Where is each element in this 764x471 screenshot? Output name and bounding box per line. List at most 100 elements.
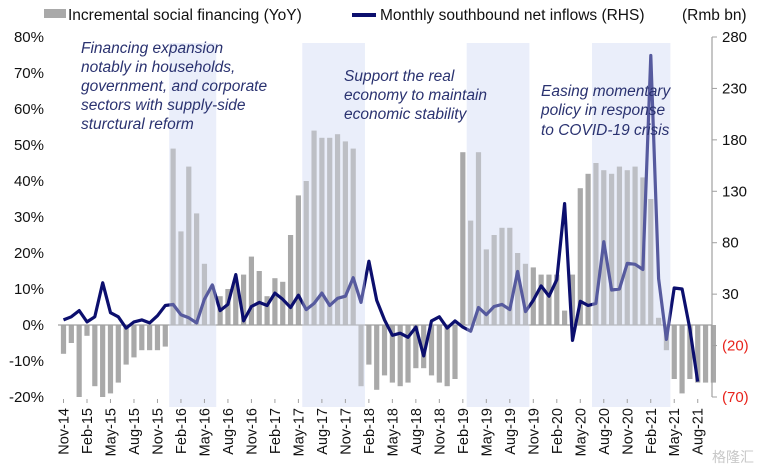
bar (334, 134, 341, 325)
x-tick-label: May-18 (385, 408, 401, 456)
bar (468, 220, 474, 325)
bar (68, 325, 74, 343)
bar (154, 325, 161, 351)
right-tick-label: 130 (722, 183, 747, 200)
x-tick-label: Aug-16 (221, 408, 237, 455)
bar (139, 325, 145, 351)
axes (58, 37, 713, 397)
right-tick-label: 80 (722, 235, 739, 252)
bar (421, 325, 427, 369)
bar (319, 137, 325, 325)
watermark: 格隆汇 (712, 449, 754, 465)
x-tick-label: Nov-19 (526, 408, 542, 455)
bar (624, 170, 630, 325)
x-tick-label: Nov-18 (432, 408, 448, 455)
bar (287, 235, 294, 325)
bar (76, 325, 82, 397)
bar (702, 325, 709, 383)
left-tick-label: 40% (14, 173, 44, 190)
x-tick-label: May-17 (291, 408, 307, 456)
x-tick-label: Aug-17 (315, 408, 331, 455)
bar (413, 325, 419, 369)
x-tick-label: Nov-17 (338, 408, 354, 455)
bar (178, 231, 184, 325)
bar (569, 274, 576, 325)
bar (264, 296, 270, 325)
bar (350, 148, 356, 325)
bar (397, 325, 403, 387)
bar (522, 263, 529, 325)
bar (679, 325, 685, 394)
x-tick-label: Feb-18 (362, 408, 378, 454)
x-tick-label: Feb-19 (456, 408, 472, 454)
x-tick-label: Nov-15 (150, 408, 166, 455)
bar (554, 274, 560, 325)
bar (381, 325, 388, 376)
bar (327, 137, 333, 325)
x-tick-label: Feb-20 (550, 408, 566, 454)
bar (162, 325, 168, 347)
right-tick-label: (20) (722, 338, 749, 355)
bar (131, 325, 137, 358)
x-tick-label: Feb-15 (80, 408, 96, 454)
left-tick-label: 20% (14, 245, 44, 262)
right-tick-label: 230 (722, 80, 747, 97)
bar (428, 325, 435, 376)
right-axis-ticks: 280 230 180 130 80 30 (20) (70) (712, 29, 749, 406)
bar (436, 325, 442, 383)
shade-overlay-3 (592, 43, 671, 407)
bar (311, 130, 317, 325)
bar (562, 310, 568, 325)
legend-bar-label: Incremental social financing (YoY) (68, 7, 302, 24)
x-tick-label: Feb-21 (644, 408, 660, 454)
bar (170, 148, 176, 325)
left-tick-label: -20% (9, 389, 44, 406)
x-tick-label: Feb-17 (268, 408, 284, 454)
bar (546, 274, 552, 325)
shade-overlay-1 (302, 43, 365, 407)
shaded-period-0 (169, 43, 217, 407)
right-tick-label: 280 (722, 29, 747, 46)
line-series-path (62, 53, 700, 382)
right-tick-label: 180 (722, 132, 747, 149)
bar (710, 325, 716, 383)
bar (695, 325, 701, 383)
x-tick-label: Aug-18 (409, 408, 425, 455)
left-tick-label: 70% (14, 65, 44, 82)
legend: Incremental social financing (YoY) Month… (44, 7, 747, 24)
x-tick-label: Aug-15 (127, 408, 143, 455)
bar (225, 289, 231, 325)
bar (405, 325, 411, 383)
left-tick-label: 50% (14, 137, 44, 154)
shade-overlay-0 (169, 43, 217, 407)
bar (515, 253, 521, 325)
bar (538, 274, 544, 325)
bar (100, 325, 106, 397)
bar (248, 256, 255, 325)
annotation-supply-side: Financing expansion notably in household… (81, 40, 271, 133)
left-tick-label: 0% (22, 317, 44, 334)
bar (60, 325, 67, 354)
line-series (62, 43, 700, 407)
bar (107, 325, 114, 394)
x-axis-ticks: Nov-14 Feb-15 May-15 Aug-15 Nov-15 Feb-16 May-… (57, 399, 707, 456)
bar (577, 188, 583, 325)
right-tick-label: (70) (722, 389, 749, 406)
bar (687, 325, 693, 379)
bar (358, 325, 364, 387)
x-tick-label: Aug-20 (597, 408, 613, 455)
bar (201, 263, 208, 325)
shade-overlay-2 (466, 43, 530, 407)
bar (632, 166, 638, 325)
left-tick-label: 10% (14, 281, 44, 298)
bar (366, 325, 372, 365)
bar (671, 325, 677, 379)
x-tick-label: May-21 (667, 408, 683, 456)
bar (84, 325, 90, 336)
bar (194, 213, 200, 325)
bar (655, 317, 662, 325)
bar (147, 325, 153, 351)
x-tick-label: May-20 (573, 408, 589, 456)
x-tick-label: Nov-16 (244, 408, 260, 455)
